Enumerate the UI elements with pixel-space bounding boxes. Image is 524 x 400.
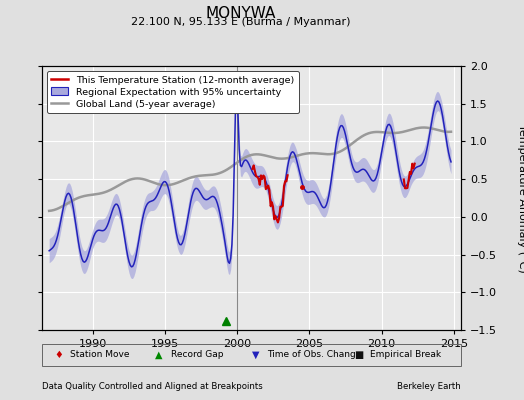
Text: Berkeley Earth: Berkeley Earth [397, 382, 461, 391]
Text: ▲: ▲ [155, 350, 162, 360]
Text: Station Move: Station Move [70, 350, 130, 359]
Y-axis label: Temperature Anomaly (°C): Temperature Anomaly (°C) [517, 124, 524, 272]
Text: Record Gap: Record Gap [171, 350, 224, 359]
Legend: This Temperature Station (12-month average), Regional Expectation with 95% uncer: This Temperature Station (12-month avera… [47, 71, 299, 113]
Text: Time of Obs. Change: Time of Obs. Change [267, 350, 362, 359]
Text: ▼: ▼ [252, 350, 259, 360]
Text: MONYWA: MONYWA [206, 6, 276, 21]
Text: Empirical Break: Empirical Break [370, 350, 441, 359]
Text: ■: ■ [354, 350, 364, 360]
Text: 22.100 N, 95.133 E (Burma / Myanmar): 22.100 N, 95.133 E (Burma / Myanmar) [132, 17, 351, 27]
Text: Data Quality Controlled and Aligned at Breakpoints: Data Quality Controlled and Aligned at B… [42, 382, 263, 391]
Text: ♦: ♦ [54, 350, 63, 360]
